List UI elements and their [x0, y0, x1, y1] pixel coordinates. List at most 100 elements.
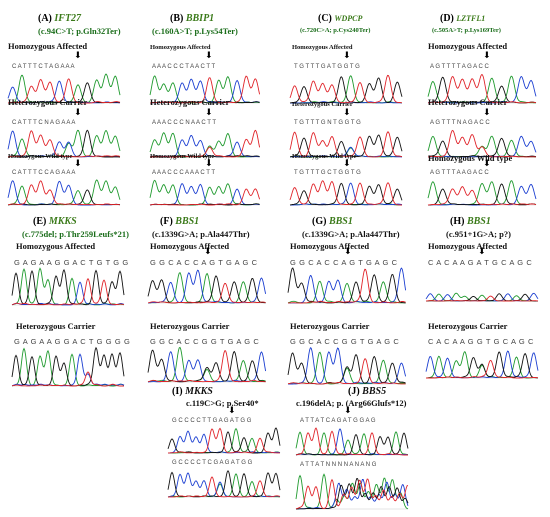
- row-label: Homozygous Affected: [150, 44, 211, 51]
- chromatogram-trace: [7, 129, 121, 158]
- sequence-text: A A A C C C T A A C T T: [152, 64, 216, 70]
- trace-line-T: [426, 359, 539, 379]
- sequence-text: A T T A T C A G A T G G A G: [300, 418, 376, 424]
- row-label: Homozygous Wild type: [8, 153, 73, 160]
- trace-line-T: [7, 180, 121, 206]
- sequence-text: T G T T T G N T G G T G: [294, 120, 361, 126]
- trace-line-T: [7, 78, 121, 104]
- panel-letter: (I): [172, 386, 183, 397]
- chromatogram-trace: [425, 350, 539, 379]
- panel-title: (G) BBS1: [312, 216, 353, 227]
- trace-line-C: [149, 183, 260, 206]
- gene-name: BBS1: [175, 216, 200, 227]
- row-label: Homozygous Wild type: [428, 153, 513, 163]
- chromatogram-trace: [7, 179, 121, 206]
- trace-line-T: [287, 358, 406, 385]
- row-label: Heterozygous Carrier: [290, 321, 370, 331]
- sequence-text: C A C A A G A T G C A G C: [428, 258, 533, 267]
- chromatogram-trace: [11, 346, 125, 387]
- panel-title: (I) MKKS: [172, 386, 213, 397]
- chromatogram-trace: [147, 346, 267, 383]
- mutation-label: (c.775del; p.Thr259Leufs*21): [22, 229, 129, 239]
- row-label: Homozygous Affected: [150, 241, 230, 251]
- arrow-icon: ⬇: [483, 159, 491, 169]
- arrow-icon: ⬇: [343, 51, 351, 61]
- sequence-text: C A T T T C C A G A A A: [12, 170, 76, 176]
- sequence-text: A A A C C C N A A C T T: [152, 120, 217, 126]
- trace-line-A: [426, 292, 538, 302]
- row-label: Heterozygous Carrier: [292, 101, 353, 108]
- panel-letter: (H): [450, 216, 465, 227]
- trace-line-G: [295, 432, 409, 456]
- sequence-text: C A C A A G G T G C A G C: [428, 337, 535, 346]
- sequence-text: G G C A C C G G T G A G C: [290, 337, 400, 346]
- mutation-label: c.119C>G; p.Ser40*: [186, 398, 259, 408]
- row-label: Homozygous Affected: [8, 41, 88, 51]
- chromatogram-trace: [425, 292, 539, 302]
- trace-line-C: [425, 350, 539, 379]
- trace-line-G: [11, 346, 125, 387]
- row-label: Heterozygous Carrier: [150, 97, 230, 107]
- chromatogram-trace: [167, 427, 281, 454]
- chromatogram-trace: [427, 180, 537, 206]
- row-label: Heterozygous Carrier: [428, 97, 508, 107]
- trace-line-C: [148, 351, 267, 383]
- mutation-label: (c.951+1G>A; p?): [446, 229, 511, 239]
- arrow-icon: ⬇: [205, 108, 213, 118]
- sequence-text: T G T T T G A T G G T G: [294, 64, 360, 70]
- gene-name: LZTFL1: [456, 14, 486, 23]
- chromatogram-trace: [287, 347, 407, 385]
- trace-line-A: [7, 129, 121, 158]
- arrow-icon: ⬇: [483, 108, 491, 118]
- chromatogram-trace: [149, 179, 261, 206]
- gene-name: MKKS: [185, 386, 213, 397]
- row-label: Homozygous Wild type: [292, 153, 357, 160]
- chromatogram-trace: [289, 74, 403, 104]
- trace-line-T: [295, 427, 408, 456]
- row-label: Homozygous Affected: [428, 241, 508, 251]
- trace-line-G: [147, 275, 266, 304]
- chromatogram-trace: [11, 267, 125, 306]
- trace-line-A: [290, 75, 402, 104]
- trace-line-T: [289, 180, 402, 206]
- panel-title: (F) BBS1: [160, 216, 199, 227]
- trace-line-C: [290, 146, 402, 158]
- trace-line-T: [289, 74, 403, 104]
- trace-line-T: [11, 371, 124, 387]
- arrow-icon: ⬇: [478, 247, 486, 257]
- row-label: Heterozygous Carrier: [428, 321, 508, 331]
- trace-line-A: [149, 179, 260, 206]
- sequence-text: G G C A C C A G T G A G C: [150, 258, 258, 267]
- arrow-icon: ⬇: [74, 51, 82, 61]
- panel-letter: (J): [348, 386, 360, 397]
- trace-line-G: [287, 352, 406, 385]
- sequence-text: A G T T T T A G A C C: [430, 64, 489, 70]
- row-label: Heterozygous Carrier: [8, 97, 88, 107]
- sequence-text: C A T T T C T A G A A A: [12, 64, 75, 70]
- row-label: Homozygous Affected: [292, 44, 353, 51]
- row-label: Homozygous Affected: [16, 241, 96, 251]
- row-label: Homozygous Affected: [428, 41, 508, 51]
- sequence-text: G A G A A G G A C T G G G G: [14, 337, 131, 346]
- gene-name: BBS5: [362, 386, 387, 397]
- trace-line-C: [427, 75, 537, 104]
- gene-name: BBS1: [466, 216, 491, 227]
- trace-line-T: [147, 350, 266, 383]
- mutation-label: (c.505A>T; p.Lys169Ter): [432, 27, 501, 34]
- sequence-text: C A T T T C N A G A A A: [12, 120, 76, 126]
- trace-line-G: [295, 478, 409, 510]
- chromatogram-trace: [287, 267, 407, 304]
- chromatogram-trace: [289, 131, 403, 158]
- panel-letter: (G): [312, 216, 327, 227]
- chromatogram-trace: [295, 427, 409, 456]
- chromatogram-trace: [427, 129, 537, 158]
- trace-line-G: [147, 349, 266, 383]
- gene-name: WDPCP: [334, 14, 363, 23]
- panel-title: (J) BBS5: [348, 386, 386, 397]
- sequence-text: G G C A C C G G T G A G C: [150, 337, 260, 346]
- trace-line-T: [168, 476, 281, 498]
- panel-title: (E) MKKS: [33, 216, 77, 227]
- sequence-text: G G C A C C A G T G A G C: [290, 258, 398, 267]
- trace-line-A: [295, 431, 409, 456]
